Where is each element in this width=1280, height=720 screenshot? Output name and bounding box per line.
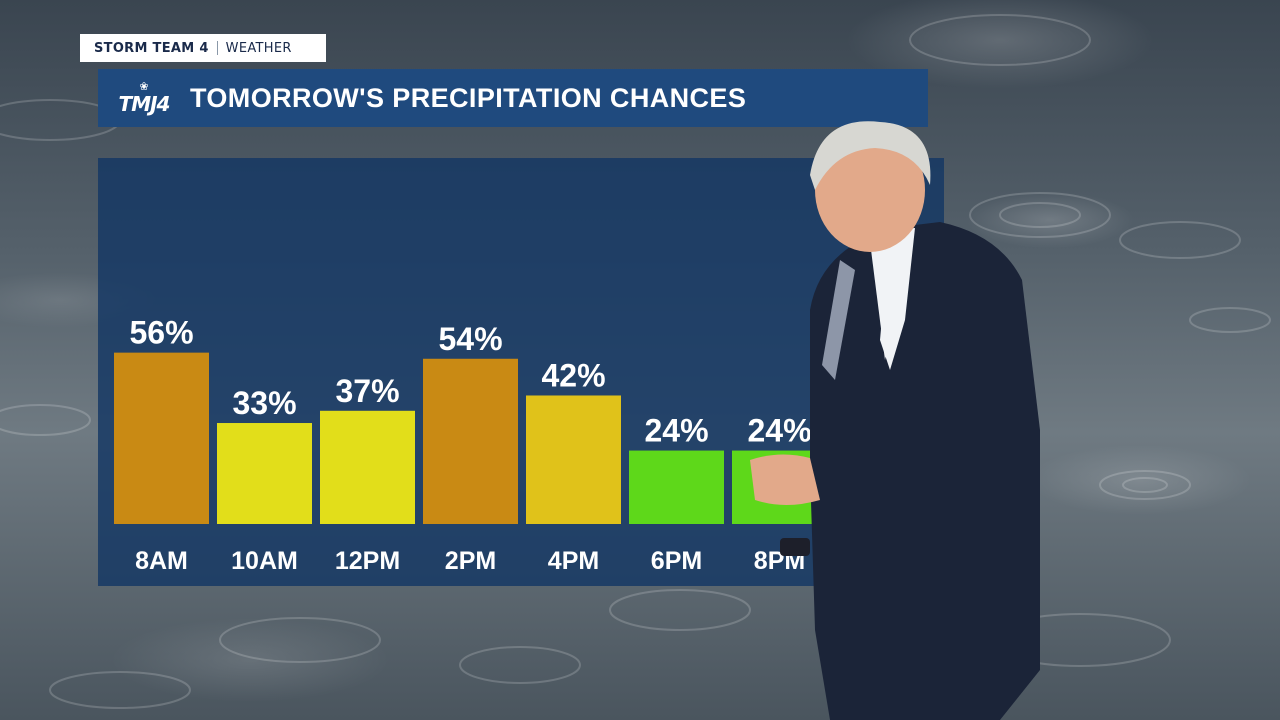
- station-logo: ❀ TMJ4: [98, 69, 190, 127]
- bar-12pm: [320, 410, 415, 524]
- title-bar: ❀ TMJ4 TOMORROW'S PRECIPITATION CHANCES: [98, 69, 928, 127]
- category-label-4pm: 4PM: [548, 547, 599, 575]
- value-label-8am: 56%: [129, 315, 193, 351]
- category-label-8am: 8AM: [135, 547, 188, 575]
- peacock-icon: ❀: [139, 79, 149, 93]
- category-label-6pm: 6PM: [651, 547, 702, 575]
- presenter-figure: [750, 121, 1040, 720]
- tag-divider: [216, 41, 218, 55]
- value-label-10am: 33%: [232, 385, 296, 421]
- section-name: WEATHER: [225, 40, 292, 56]
- station-tag: STORM TEAM 4 WEATHER: [80, 34, 326, 62]
- station-name: STORM TEAM 4: [94, 40, 209, 56]
- chart-panel: 56% 8AM 33% 10AM 37% 12PM 54% 2PM 42% 4PM 24% 6PM 24…: [98, 158, 944, 586]
- category-label-2pm: 2PM: [445, 547, 496, 575]
- value-label-12pm: 37%: [335, 373, 399, 409]
- bar-4pm: [526, 395, 621, 524]
- category-label-12pm: 12PM: [335, 547, 400, 575]
- chart-title: TOMORROW'S PRECIPITATION CHANCES: [190, 82, 747, 113]
- logo-text: TMJ4: [118, 91, 171, 116]
- value-label-4pm: 42%: [541, 357, 605, 393]
- bar-6pm: [629, 450, 724, 524]
- value-label-8pm: 24%: [747, 413, 811, 449]
- category-label-10am: 10AM: [231, 547, 298, 575]
- bar-2pm: [423, 358, 518, 524]
- value-label-6pm: 24%: [644, 413, 708, 449]
- value-label-2pm: 54%: [438, 321, 502, 357]
- bar-8am: [114, 352, 209, 524]
- precipitation-bar-chart: 56% 8AM 33% 10AM 37% 12PM 54% 2PM 42% 4PM 24% 6PM 24…: [114, 315, 827, 575]
- bar-10am: [217, 423, 312, 524]
